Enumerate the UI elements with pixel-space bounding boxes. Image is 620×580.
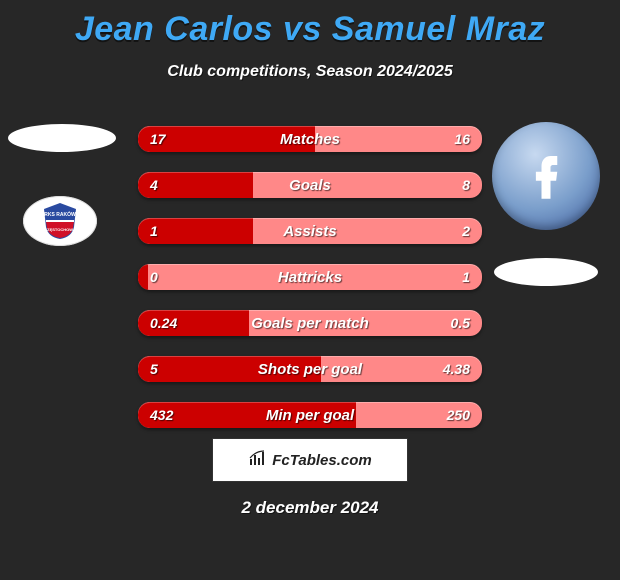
stats-bars: 17Matches164Goals81Assists20Hattricks10.… bbox=[138, 126, 482, 448]
chart-icon bbox=[248, 449, 266, 471]
stat-right-value: 1 bbox=[462, 269, 470, 285]
club-shield-icon: RKS RAKÓW CZĘSTOCHOWA bbox=[40, 201, 80, 241]
svg-text:RKS RAKÓW: RKS RAKÓW bbox=[44, 210, 76, 218]
subtitle: Club competitions, Season 2024/2025 bbox=[0, 63, 620, 81]
stat-row: 0Hattricks1 bbox=[138, 264, 482, 290]
stat-label: Matches bbox=[138, 131, 482, 148]
stat-right-value: 0.5 bbox=[451, 315, 470, 331]
stat-right-value: 250 bbox=[447, 407, 470, 423]
stat-row: 1Assists2 bbox=[138, 218, 482, 244]
stat-label: Hattricks bbox=[138, 269, 482, 286]
svg-text:CZĘSTOCHOWA: CZĘSTOCHOWA bbox=[44, 227, 76, 232]
stat-right-value: 16 bbox=[454, 131, 470, 147]
stat-right-value: 8 bbox=[462, 177, 470, 193]
right-player-ellipse bbox=[494, 258, 598, 286]
attribution-badge[interactable]: FcTables.com bbox=[212, 438, 408, 482]
stat-right-value: 2 bbox=[462, 223, 470, 239]
stat-label: Shots per goal bbox=[138, 361, 482, 378]
left-player-ellipse bbox=[8, 124, 116, 152]
stat-label: Min per goal bbox=[138, 407, 482, 424]
stat-row: 17Matches16 bbox=[138, 126, 482, 152]
stat-label: Goals per match bbox=[138, 315, 482, 332]
club-logo-left: RKS RAKÓW CZĘSTOCHOWA bbox=[23, 196, 97, 246]
stat-label: Assists bbox=[138, 223, 482, 240]
page-title: Jean Carlos vs Samuel Mraz bbox=[0, 0, 620, 49]
stat-label: Goals bbox=[138, 177, 482, 194]
facebook-share-button[interactable] bbox=[492, 122, 600, 230]
stat-row: 0.24Goals per match0.5 bbox=[138, 310, 482, 336]
stat-row: 5Shots per goal4.38 bbox=[138, 356, 482, 382]
facebook-icon bbox=[519, 147, 573, 206]
stat-row: 432Min per goal250 bbox=[138, 402, 482, 428]
stat-right-value: 4.38 bbox=[443, 361, 470, 377]
attribution-text: FcTables.com bbox=[272, 452, 371, 469]
stat-row: 4Goals8 bbox=[138, 172, 482, 198]
date-text: 2 december 2024 bbox=[0, 498, 620, 518]
